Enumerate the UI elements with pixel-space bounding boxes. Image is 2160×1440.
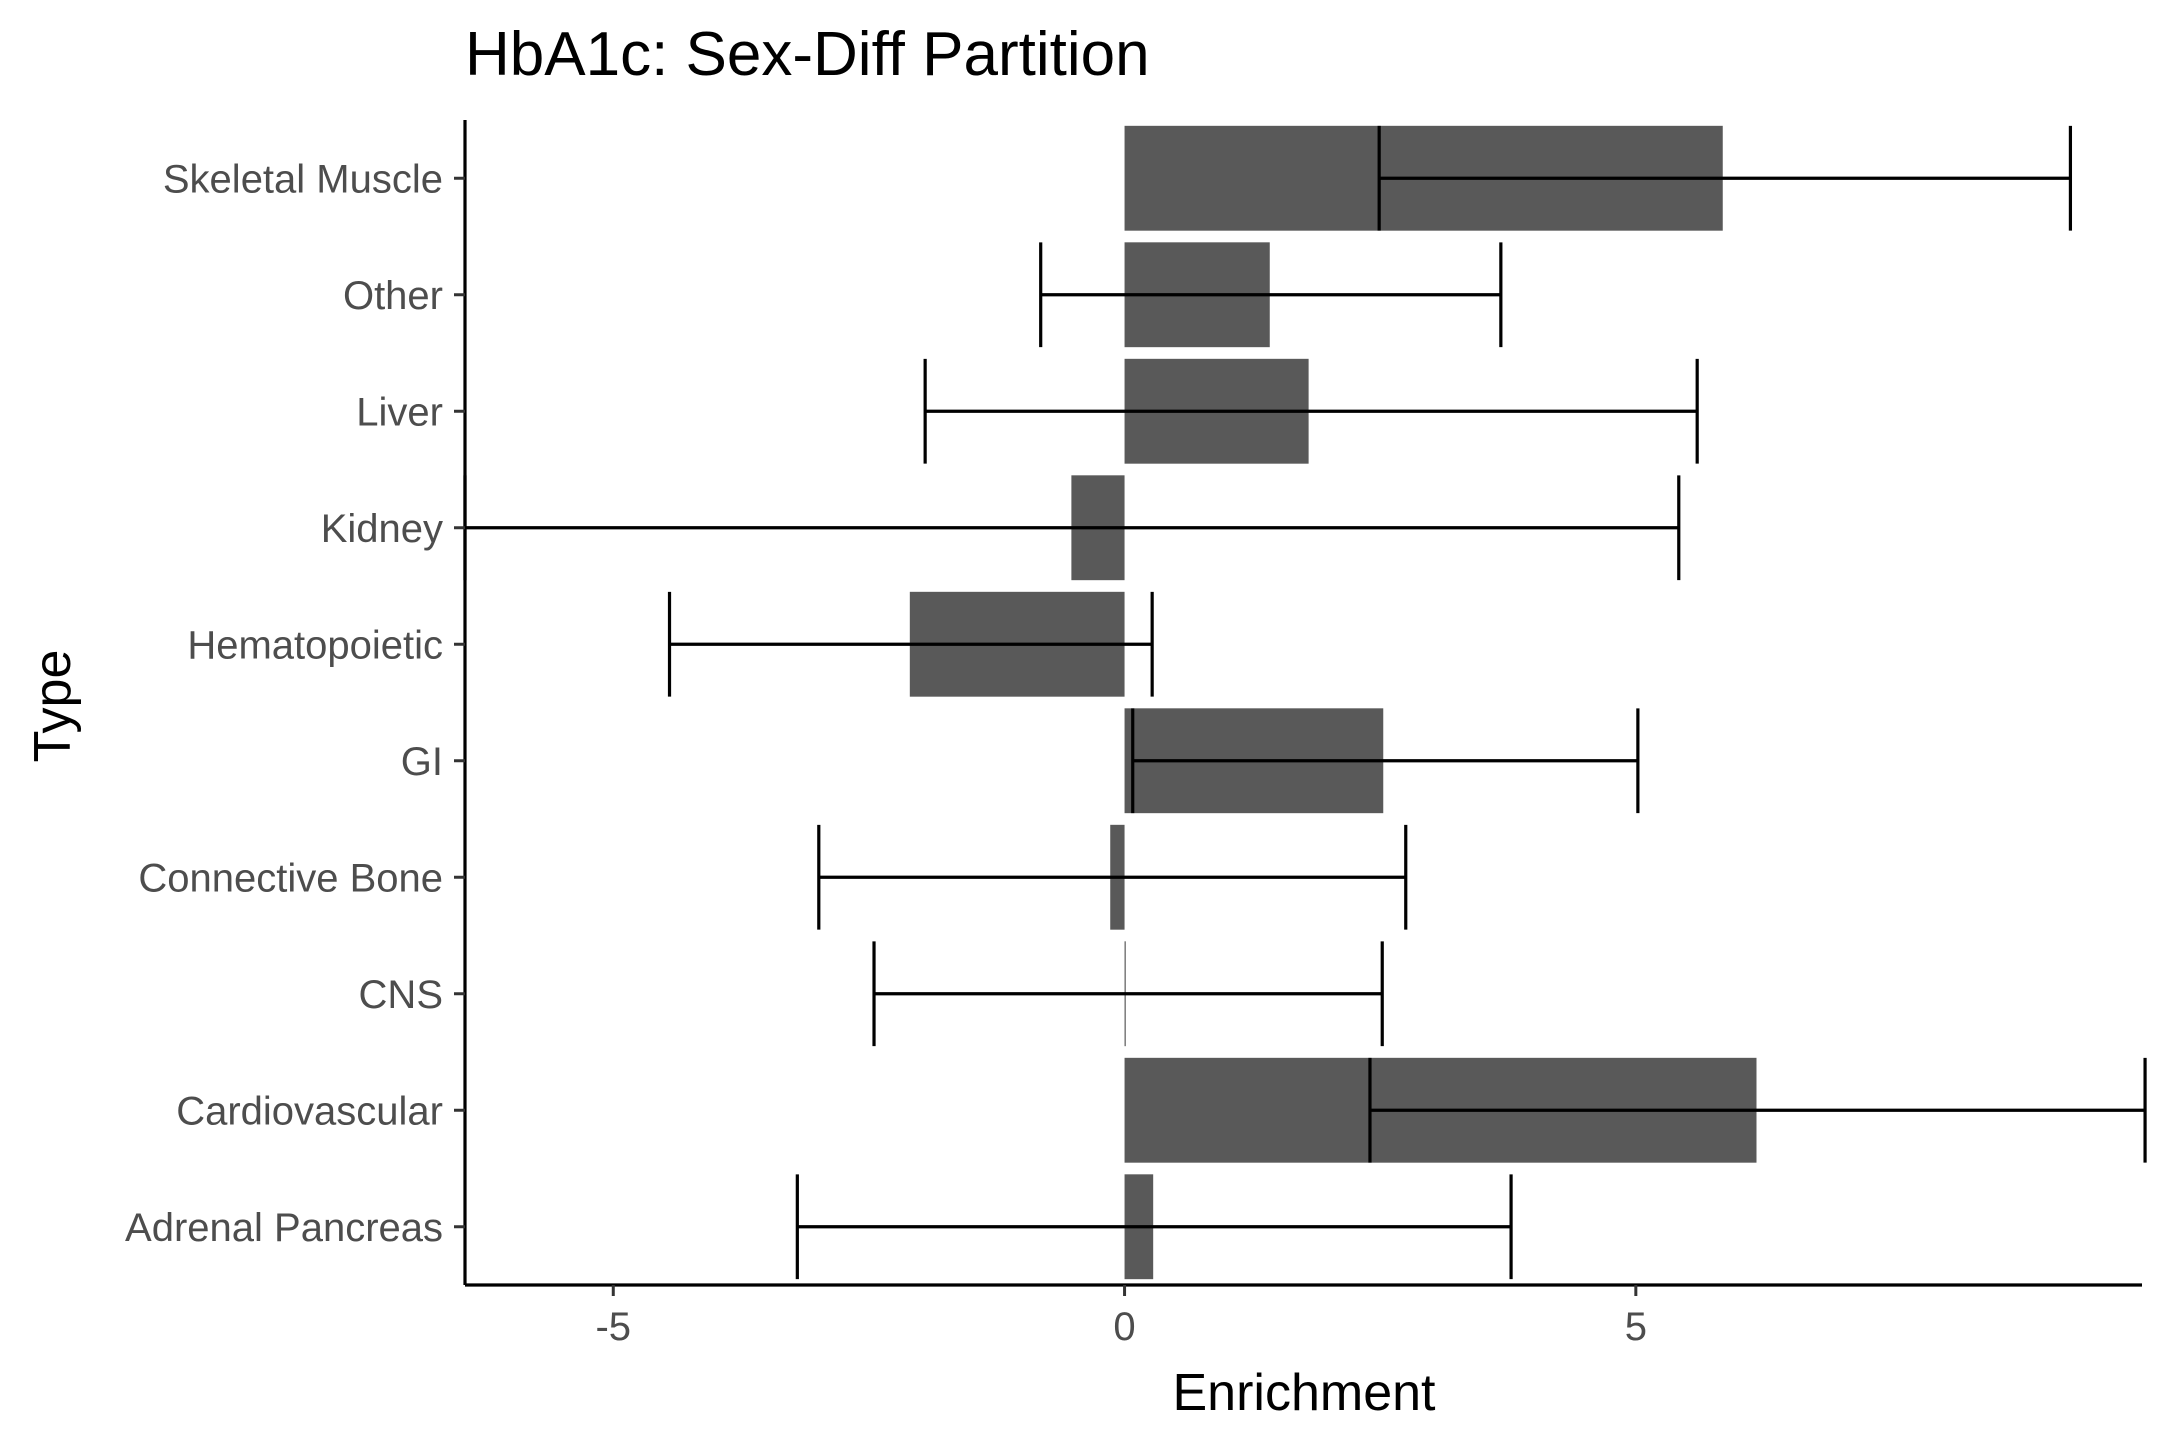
- errorbar-cardiovascular: [1368, 1057, 2147, 1163]
- errorbar-hematopoietic: [667, 591, 1154, 697]
- y-tick-label-hematopoietic: Hematopoietic: [187, 623, 443, 667]
- x-tick-label-2: 5: [1625, 1305, 1647, 1349]
- y-axis-ticks: Skeletal Muscle Other Liver Kidney Hematopoi…: [125, 157, 465, 1250]
- errorbar-connective-bone: [817, 824, 1408, 930]
- y-tick-label-adrenal-pancreas: Adrenal Pancreas: [125, 1206, 443, 1250]
- chart-title: HbA1c: Sex-Diff Partition: [465, 20, 1150, 89]
- x-axis-ticks: -5 0 5: [595, 1285, 1647, 1349]
- bars-layer: [909, 125, 1757, 1280]
- errorbar-gi: [1131, 708, 1640, 814]
- errorbar-skeletal-muscle: [1377, 125, 2073, 231]
- errorbar-adrenal-pancreas: [795, 1174, 1513, 1280]
- y-tick-label-cns: CNS: [359, 973, 443, 1017]
- x-tick-label-1: 0: [1113, 1305, 1135, 1349]
- y-axis-title: Type: [24, 650, 82, 763]
- y-tick-label-gi: GI: [401, 740, 443, 784]
- y-tick-label-skeletal-muscle: Skeletal Muscle: [163, 157, 443, 201]
- y-tick-label-kidney: Kidney: [321, 507, 443, 551]
- y-tick-label-liver: Liver: [356, 390, 443, 434]
- errorbar-liver: [923, 358, 1699, 464]
- errorbar-cns: [872, 941, 1384, 1047]
- x-axis-title: Enrichment: [1173, 1364, 1437, 1422]
- axes-layer: [463, 120, 2142, 1287]
- y-tick-label-connective-bone: Connective Bone: [138, 856, 443, 900]
- errorbar-other: [1039, 242, 1503, 348]
- errorbars-layer: [463, 125, 2147, 1280]
- y-tick-label-cardiovascular: Cardiovascular: [176, 1089, 443, 1133]
- x-tick-label-0: -5: [595, 1305, 631, 1349]
- y-tick-label-other: Other: [343, 274, 443, 318]
